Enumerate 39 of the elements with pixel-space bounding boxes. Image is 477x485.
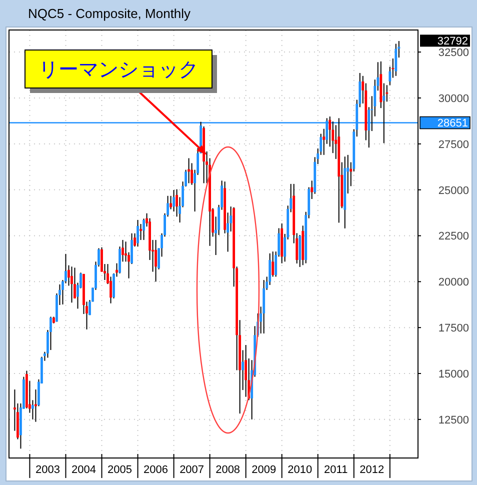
y-tick-label: 22500	[438, 230, 469, 243]
candlestick	[272, 251, 274, 278]
candlestick	[394, 43, 398, 76]
x-tick-label: 2010	[288, 464, 312, 476]
candlestick	[322, 128, 326, 156]
y-tick-label: 17500	[438, 322, 469, 335]
candlestick	[86, 301, 88, 330]
candlestick	[154, 239, 157, 282]
candlestick	[172, 189, 175, 212]
candlestick	[244, 344, 248, 398]
y-tick-label: 25000	[438, 184, 469, 197]
x-tick-label: 2012	[360, 464, 384, 476]
x-tick-label: 2003	[35, 464, 60, 476]
y-tick-label: 30000	[438, 92, 469, 105]
candlestick	[242, 350, 244, 391]
x-tick-label: 2005	[108, 464, 132, 476]
y-tick-label: 15000	[438, 368, 469, 380]
candlestick	[116, 262, 118, 278]
candlestick	[382, 82, 386, 144]
x-tick-label: 2004	[72, 464, 96, 476]
candlestick	[136, 219, 139, 248]
ref-line-label: 28651	[437, 118, 468, 130]
y-tick-label: 32500	[438, 47, 469, 60]
x-tick-label: 2008	[216, 464, 240, 476]
candlestick	[70, 266, 73, 304]
x-tick-label: 2007	[180, 464, 204, 476]
x-tick-label: 2009	[252, 464, 276, 476]
chart-title: NQC5 - Composite, Monthly	[28, 6, 192, 21]
candlestick	[188, 158, 190, 184]
annotation: リーマンショック	[38, 59, 198, 81]
x-tick-label: 2006	[144, 464, 168, 476]
y-tick-label: 12500	[438, 414, 469, 426]
x-tick-label: 2011	[324, 464, 348, 476]
y-tick-label: 27500	[438, 138, 469, 151]
y-tick-label: 20000	[438, 276, 469, 289]
candlestick	[58, 284, 61, 306]
candlestick	[334, 124, 338, 160]
text: 32792	[437, 36, 468, 48]
candlestick	[104, 264, 106, 281]
